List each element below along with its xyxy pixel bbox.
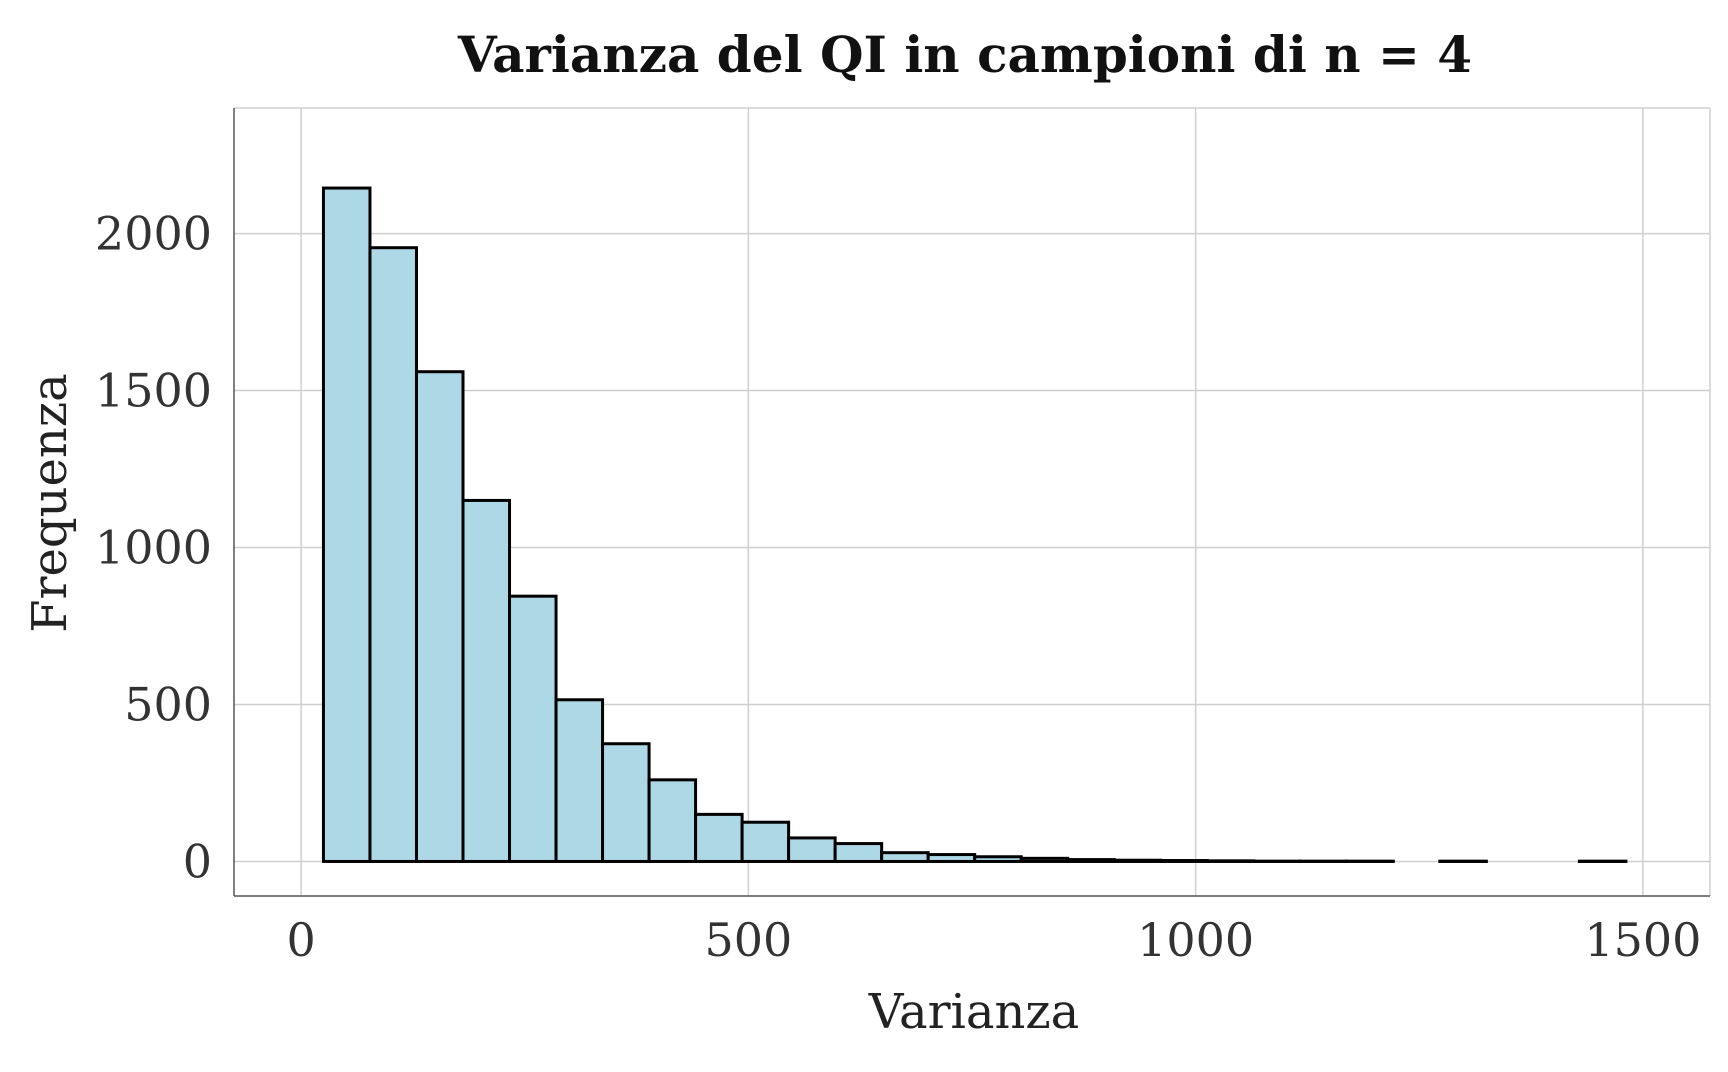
x-tick-label-3: 1500	[1584, 913, 1701, 967]
y-tick-label-0: 0	[183, 834, 212, 888]
histogram-bar-6	[603, 744, 650, 862]
histogram-bar-1	[370, 248, 417, 862]
histogram-bar-9	[742, 822, 789, 861]
histogram-bar-2	[416, 372, 463, 862]
x-axis-label: Varianza	[868, 984, 1080, 1040]
y-tick-label-2: 1000	[95, 521, 212, 575]
chart-title: Varianza del QI in campioni di n = 4	[457, 25, 1472, 84]
histogram-bar-7	[649, 780, 696, 862]
histogram-bar-19	[1207, 861, 1254, 862]
x-tick-labels: 0 500 1000 1500	[286, 913, 1701, 967]
histogram-bar-16	[1068, 860, 1115, 862]
y-tick-label-1: 500	[124, 677, 212, 731]
histogram-bar-8	[696, 814, 743, 861]
histogram-bar-5	[556, 700, 603, 862]
histogram-bar-11	[835, 844, 882, 862]
x-tick-label-2: 1000	[1137, 913, 1254, 967]
y-tick-label-4: 2000	[95, 207, 212, 261]
histogram-bar-12	[882, 853, 929, 862]
histogram-bar-4	[510, 596, 557, 861]
x-tick-label-1: 500	[704, 913, 792, 967]
histogram-bar-13	[928, 855, 975, 862]
histogram-bar-15	[1021, 858, 1068, 861]
histogram-bar-10	[789, 838, 836, 862]
histogram-bar-0	[323, 188, 370, 861]
histogram-bar-3	[463, 500, 510, 861]
x-tick-label-0: 0	[286, 913, 315, 967]
histogram-bar-14	[975, 857, 1022, 862]
histogram-bar-18	[1161, 861, 1208, 862]
histogram-bars	[323, 188, 1625, 861]
y-tick-labels: 0 500 1000 1500 2000	[95, 207, 212, 889]
histogram-bar-17	[1114, 860, 1161, 861]
y-axis-label: Frequenza	[22, 373, 78, 633]
y-tick-label-3: 1500	[95, 364, 212, 418]
